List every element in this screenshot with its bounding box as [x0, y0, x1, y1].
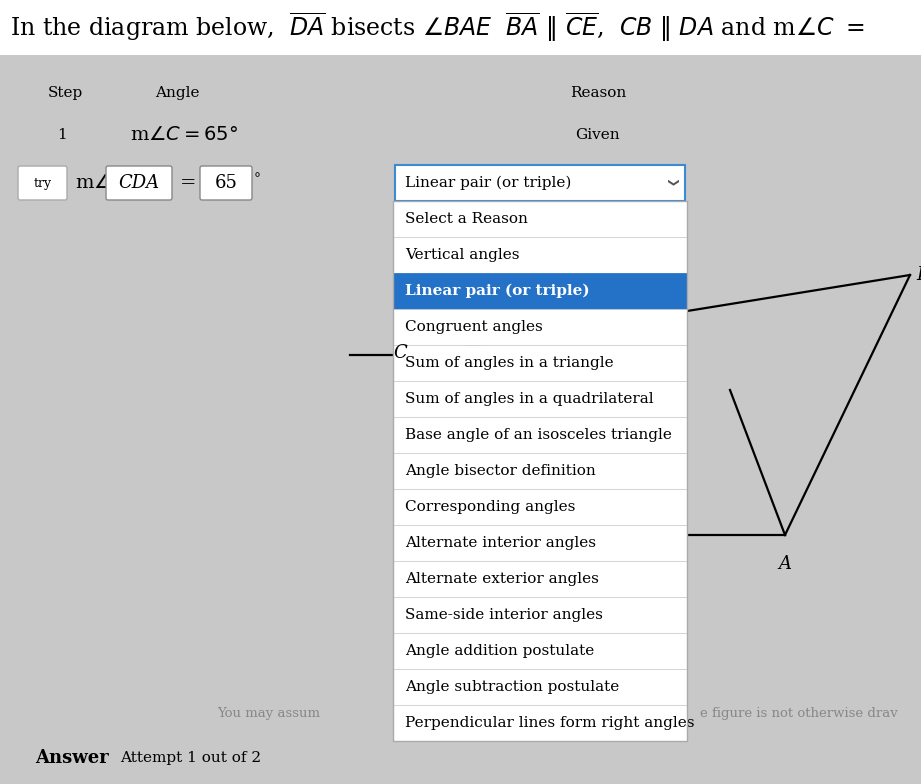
Text: m$\angle$: m$\angle$	[75, 174, 111, 192]
FancyBboxPatch shape	[200, 166, 252, 200]
Text: Alternate exterior angles: Alternate exterior angles	[405, 572, 599, 586]
Bar	[393, 561, 687, 597]
FancyBboxPatch shape	[18, 166, 67, 200]
Bar	[393, 489, 687, 525]
Text: Answer: Answer	[35, 749, 109, 767]
Text: e figure is not otherwise drav: e figure is not otherwise drav	[700, 707, 898, 720]
Text: ❯: ❯	[666, 178, 677, 187]
Bar	[393, 345, 687, 381]
Text: CDA: CDA	[119, 174, 159, 192]
Bar	[393, 417, 687, 453]
Bar	[0, 0, 921, 55]
Text: E: E	[916, 266, 921, 284]
Text: 65: 65	[215, 174, 238, 192]
Bar	[393, 453, 687, 489]
Bar	[393, 381, 687, 417]
Bar	[393, 705, 687, 741]
Text: Perpendicular lines form right angles: Perpendicular lines form right angles	[405, 716, 694, 730]
Bar	[393, 273, 687, 309]
Text: Angle addition postulate: Angle addition postulate	[405, 644, 594, 658]
Text: Attempt 1 out of 2: Attempt 1 out of 2	[120, 751, 262, 765]
Text: m$\angle C = 65°$: m$\angle C = 65°$	[130, 126, 239, 144]
Text: Same-side interior angles: Same-side interior angles	[405, 608, 603, 622]
Text: °: °	[254, 172, 261, 186]
Text: Select a Reason: Select a Reason	[405, 212, 528, 226]
Text: In the diagram below,  $\overline{DA}$ bisects $\angle BAE$  $\overline{BA}\ \|\: In the diagram below, $\overline{DA}$ bi…	[10, 10, 864, 45]
Text: Reason: Reason	[570, 86, 626, 100]
Bar	[393, 201, 687, 741]
Text: 1: 1	[57, 128, 66, 142]
Text: Angle bisector definition: Angle bisector definition	[405, 464, 596, 478]
Text: Angle subtraction postulate: Angle subtraction postulate	[405, 680, 619, 694]
FancyBboxPatch shape	[106, 166, 172, 200]
Text: Alternate interior angles: Alternate interior angles	[405, 536, 596, 550]
Text: Linear pair (or triple): Linear pair (or triple)	[405, 284, 589, 298]
Text: Congruent angles: Congruent angles	[405, 320, 542, 334]
Text: A: A	[778, 555, 791, 573]
Text: Vertical angles: Vertical angles	[405, 248, 519, 262]
Bar	[393, 237, 687, 273]
FancyBboxPatch shape	[395, 165, 685, 201]
Text: Sum of angles in a triangle: Sum of angles in a triangle	[405, 356, 613, 370]
Bar	[393, 669, 687, 705]
Bar	[393, 201, 687, 237]
Text: Base angle of an isosceles triangle: Base angle of an isosceles triangle	[405, 428, 672, 442]
Text: Step: Step	[48, 86, 83, 100]
Text: C: C	[393, 344, 407, 362]
Text: You may assum: You may assum	[217, 707, 320, 720]
Bar	[393, 525, 687, 561]
Text: Sum of angles in a quadrilateral: Sum of angles in a quadrilateral	[405, 392, 654, 406]
Text: Angle: Angle	[155, 86, 200, 100]
Bar	[393, 309, 687, 345]
Text: =: =	[180, 174, 196, 192]
Bar	[393, 633, 687, 669]
Text: Linear pair (or triple): Linear pair (or triple)	[405, 176, 571, 191]
Bar	[393, 597, 687, 633]
Text: try: try	[33, 176, 52, 190]
Text: Corresponding angles: Corresponding angles	[405, 500, 576, 514]
Text: Given: Given	[575, 128, 620, 142]
